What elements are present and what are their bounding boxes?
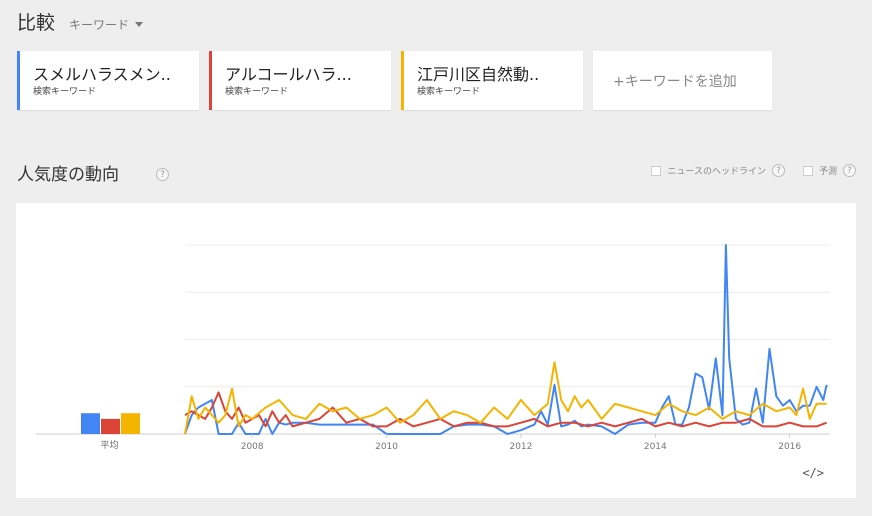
average-bar <box>81 413 100 434</box>
term-color-bar <box>17 51 20 110</box>
news-headlines-label: ニュースのヘッドライン <box>667 167 766 177</box>
term-card-2[interactable]: アルコールハラ... 検索キーワード <box>209 51 391 110</box>
term-name: アルコールハラ... <box>225 65 352 84</box>
term-name: スメルハラスメン.. <box>33 65 171 84</box>
term-type: 検索キーワード <box>417 87 481 97</box>
add-term-button[interactable]: +キーワードを追加 <box>593 51 772 110</box>
add-term-label: +キーワードを追加 <box>613 74 737 90</box>
caret-down-icon <box>135 22 144 27</box>
x-tick-label: 2016 <box>778 442 801 452</box>
term-card-1[interactable]: スメルハラスメン.. 検索キーワード <box>17 51 199 110</box>
term-type: 検索キーワード <box>225 87 289 97</box>
trend-chart-panel: 平均 2008 2010 2012 2014 2016 </> <box>16 203 856 498</box>
average-label: 平均 <box>100 439 118 451</box>
series-line <box>184 391 827 428</box>
keyword-type-label: キーワード <box>69 18 130 32</box>
forecast-option: 予測 ? <box>802 164 856 177</box>
series-line <box>184 361 827 435</box>
chart-options: ニュースのヘッドライン ? 予測 ? <box>651 164 856 177</box>
interest-over-time-title: 人気度の動向 <box>17 165 119 185</box>
help-icon[interactable]: ? <box>156 168 169 181</box>
forecast-checkbox[interactable] <box>802 165 813 176</box>
term-name: 江戸川区自然動.. <box>417 65 540 84</box>
term-cards: スメルハラスメン.. 検索キーワード アルコールハラ... 検索キーワード 江戸… <box>17 51 772 110</box>
x-tick-label: 2014 <box>644 442 667 452</box>
compare-header: 比較 キーワード <box>17 8 144 38</box>
average-bar <box>101 418 120 434</box>
news-headlines-option: ニュースのヘッドライン ? <box>651 164 785 177</box>
trend-chart: 平均 2008 2010 2012 2014 2016 <box>36 244 830 452</box>
help-icon[interactable]: ? <box>771 164 785 177</box>
x-tick-label: 2010 <box>375 442 398 452</box>
average-bar <box>121 413 140 434</box>
compare-title: 比較 <box>17 12 56 34</box>
x-tick-label: 2012 <box>509 442 532 452</box>
term-type: 検索キーワード <box>33 87 97 97</box>
keyword-type-dropdown[interactable]: キーワード <box>69 16 144 33</box>
help-icon[interactable]: ? <box>843 164 856 177</box>
x-tick-label: 2008 <box>241 442 264 452</box>
term-color-bar <box>401 51 404 110</box>
forecast-label: 予測 <box>818 167 837 177</box>
news-headlines-checkbox[interactable] <box>651 165 662 176</box>
term-card-3[interactable]: 江戸川区自然動.. 検索キーワード <box>401 51 583 110</box>
embed-code-icon[interactable]: </> <box>802 466 824 480</box>
series-line <box>184 244 828 435</box>
term-color-bar <box>209 51 212 110</box>
